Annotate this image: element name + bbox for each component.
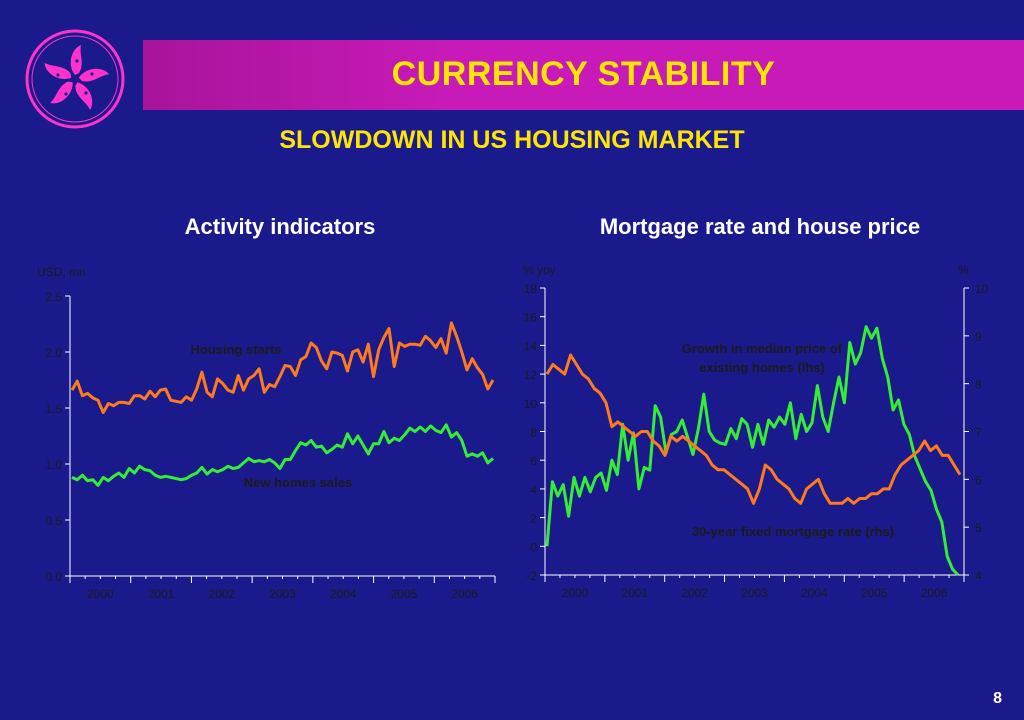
chart1-y-tick-label: 1.5 <box>45 402 62 416</box>
chart2-left-tick-label: 4 <box>530 483 537 497</box>
slide-title: CURRENCY STABILITY <box>391 55 776 93</box>
chart2-left-tick-label: 14 <box>524 339 538 353</box>
chart2-x-tick-label: 2000 <box>562 586 589 600</box>
new-homes-sales-line <box>71 423 494 487</box>
chart2-left-axis-label: % yoy <box>523 263 556 277</box>
chart1-x-tick-label: 2001 <box>148 587 175 601</box>
chart1-y-tick-label: 0.0 <box>45 570 62 584</box>
chart2-x-tick-label: 2002 <box>681 586 708 600</box>
chart2-right-tick-label: 6 <box>975 473 982 487</box>
housing-starts-line <box>70 321 495 414</box>
chart2-x-tick-label: 2004 <box>801 586 828 600</box>
chart1-y-tick-label: 0.5 <box>45 514 62 528</box>
chart2-left-tick-label: 0 <box>530 540 537 554</box>
house-price-label-line1: Growth in median price of <box>682 341 843 356</box>
housing-starts-label: Housing starts <box>190 342 281 357</box>
chart1-x-tick-label: 2005 <box>391 587 418 601</box>
hksar-logo <box>24 28 126 130</box>
chart1-x-tick-label: 2006 <box>451 587 478 601</box>
chart2-left-tick-label: 8 <box>530 426 537 440</box>
chart1-x-tick-label: 2000 <box>87 587 114 601</box>
chart2-right-tick-label: 5 <box>975 521 982 535</box>
chart2-x-tick-label: 2005 <box>861 586 888 600</box>
chart1-y-tick-label: 2.0 <box>45 346 62 360</box>
title-bar: CURRENCY STABILITY <box>143 40 1024 110</box>
chart2-left-tick-label: 2 <box>530 512 537 526</box>
chart2-left-tick-label: 6 <box>530 454 537 468</box>
chart1-plot-area <box>70 296 495 576</box>
page-number: 8 <box>993 690 1002 707</box>
chart2-right-tick-label: 9 <box>975 330 982 344</box>
new-homes-sales-label: New homes sales <box>244 475 352 490</box>
chart2-right-tick-label: 10 <box>975 282 989 296</box>
chart1-y-tick-label: 1.0 <box>45 458 62 472</box>
chart2-left-tick-label: 10 <box>524 397 538 411</box>
chart2-left-tick-label: 16 <box>524 311 538 325</box>
chart2-right-tick-label: 7 <box>975 426 982 440</box>
mortgage-rate-label: 30-year fixed mortgage rate (rhs) <box>692 524 894 539</box>
slide-subtitle: SLOWDOWN IN US HOUSING MARKET <box>279 126 745 154</box>
chart2-left-tick-label: -2 <box>526 569 537 583</box>
house-price-label-line2: existing homes (lhs) <box>699 360 825 375</box>
chart2-title: Mortgage rate and house price <box>599 214 921 239</box>
chart2-plot-area <box>545 288 964 575</box>
chart2-left-tick-label: 12 <box>524 368 538 382</box>
bauhinia-flower-icon <box>25 29 125 129</box>
chart1-title: Activity indicators <box>184 214 376 239</box>
house-price-growth-line <box>545 325 960 577</box>
chart1-x-tick-label: 2003 <box>269 587 296 601</box>
chart2-left-tick-label: 18 <box>524 282 538 296</box>
chart2-right-axis-label: % <box>958 263 969 277</box>
chart1-x-tick-label: 2002 <box>208 587 235 601</box>
chart2-x-tick-label: 2006 <box>921 586 948 600</box>
chart2-x-tick-label: 2001 <box>621 586 648 600</box>
chart2-right-tick-label: 4 <box>975 569 982 583</box>
chart1-y-axis-label: USD, mn <box>37 265 86 279</box>
chart2-right-tick-label: 8 <box>975 378 982 392</box>
chart1-x-tick-label: 2004 <box>330 587 357 601</box>
chart2-x-tick-label: 2003 <box>741 586 768 600</box>
chart1-y-tick-label: 2.5 <box>45 290 62 304</box>
mortgage-rate-line <box>545 353 962 505</box>
